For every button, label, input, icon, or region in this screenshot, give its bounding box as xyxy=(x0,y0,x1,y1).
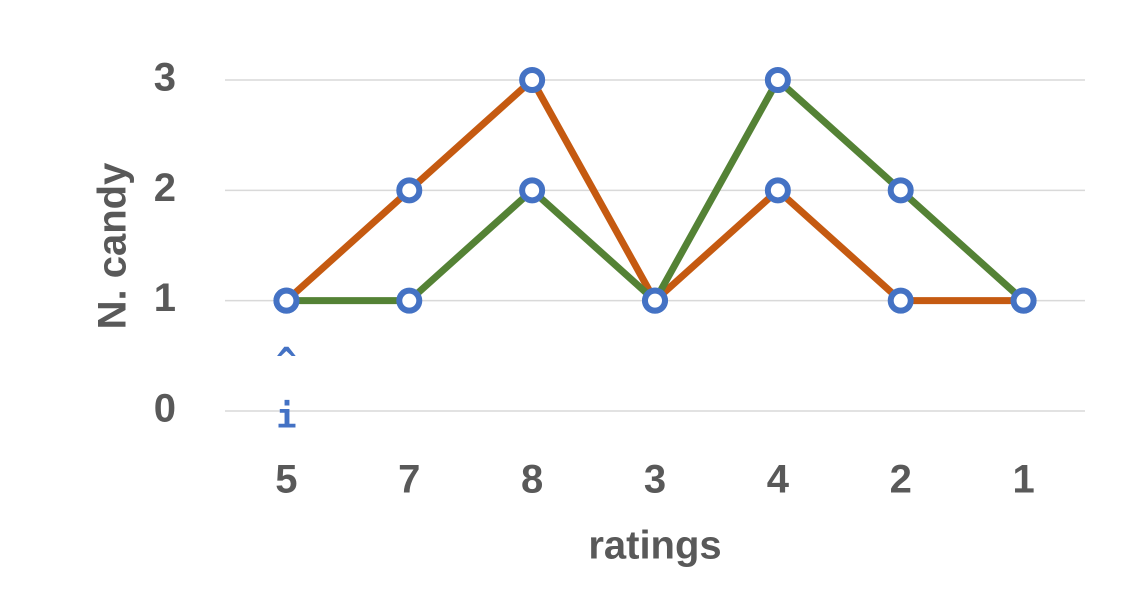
annotation: ^ xyxy=(276,341,296,381)
marker xyxy=(887,177,914,204)
y-tick-label: 0 xyxy=(154,387,176,431)
x-tick-label: 8 xyxy=(521,458,543,502)
annotation: i xyxy=(276,397,296,437)
marker xyxy=(764,177,791,204)
x-tick-label: 1 xyxy=(1012,458,1034,502)
y-tick-label: 2 xyxy=(154,166,176,210)
marker xyxy=(1010,287,1037,314)
marker xyxy=(642,287,668,314)
marker xyxy=(519,67,546,93)
x-axis-title: ratings xyxy=(588,524,721,568)
marker xyxy=(396,287,423,314)
x-tick-label: 7 xyxy=(398,458,420,502)
x-tick-label: 3 xyxy=(644,458,666,502)
marker xyxy=(519,177,546,204)
x-tick-label: 2 xyxy=(890,458,912,502)
marker xyxy=(396,177,423,204)
marker xyxy=(273,287,300,314)
y-axis-title: N. candy xyxy=(91,162,135,329)
y-tick-label: 1 xyxy=(154,276,176,320)
marker xyxy=(764,67,791,93)
y-tick-label: 3 xyxy=(154,56,176,100)
x-tick-label: 5 xyxy=(275,458,297,502)
x-tick-label: 4 xyxy=(767,458,790,502)
marker xyxy=(887,287,914,314)
